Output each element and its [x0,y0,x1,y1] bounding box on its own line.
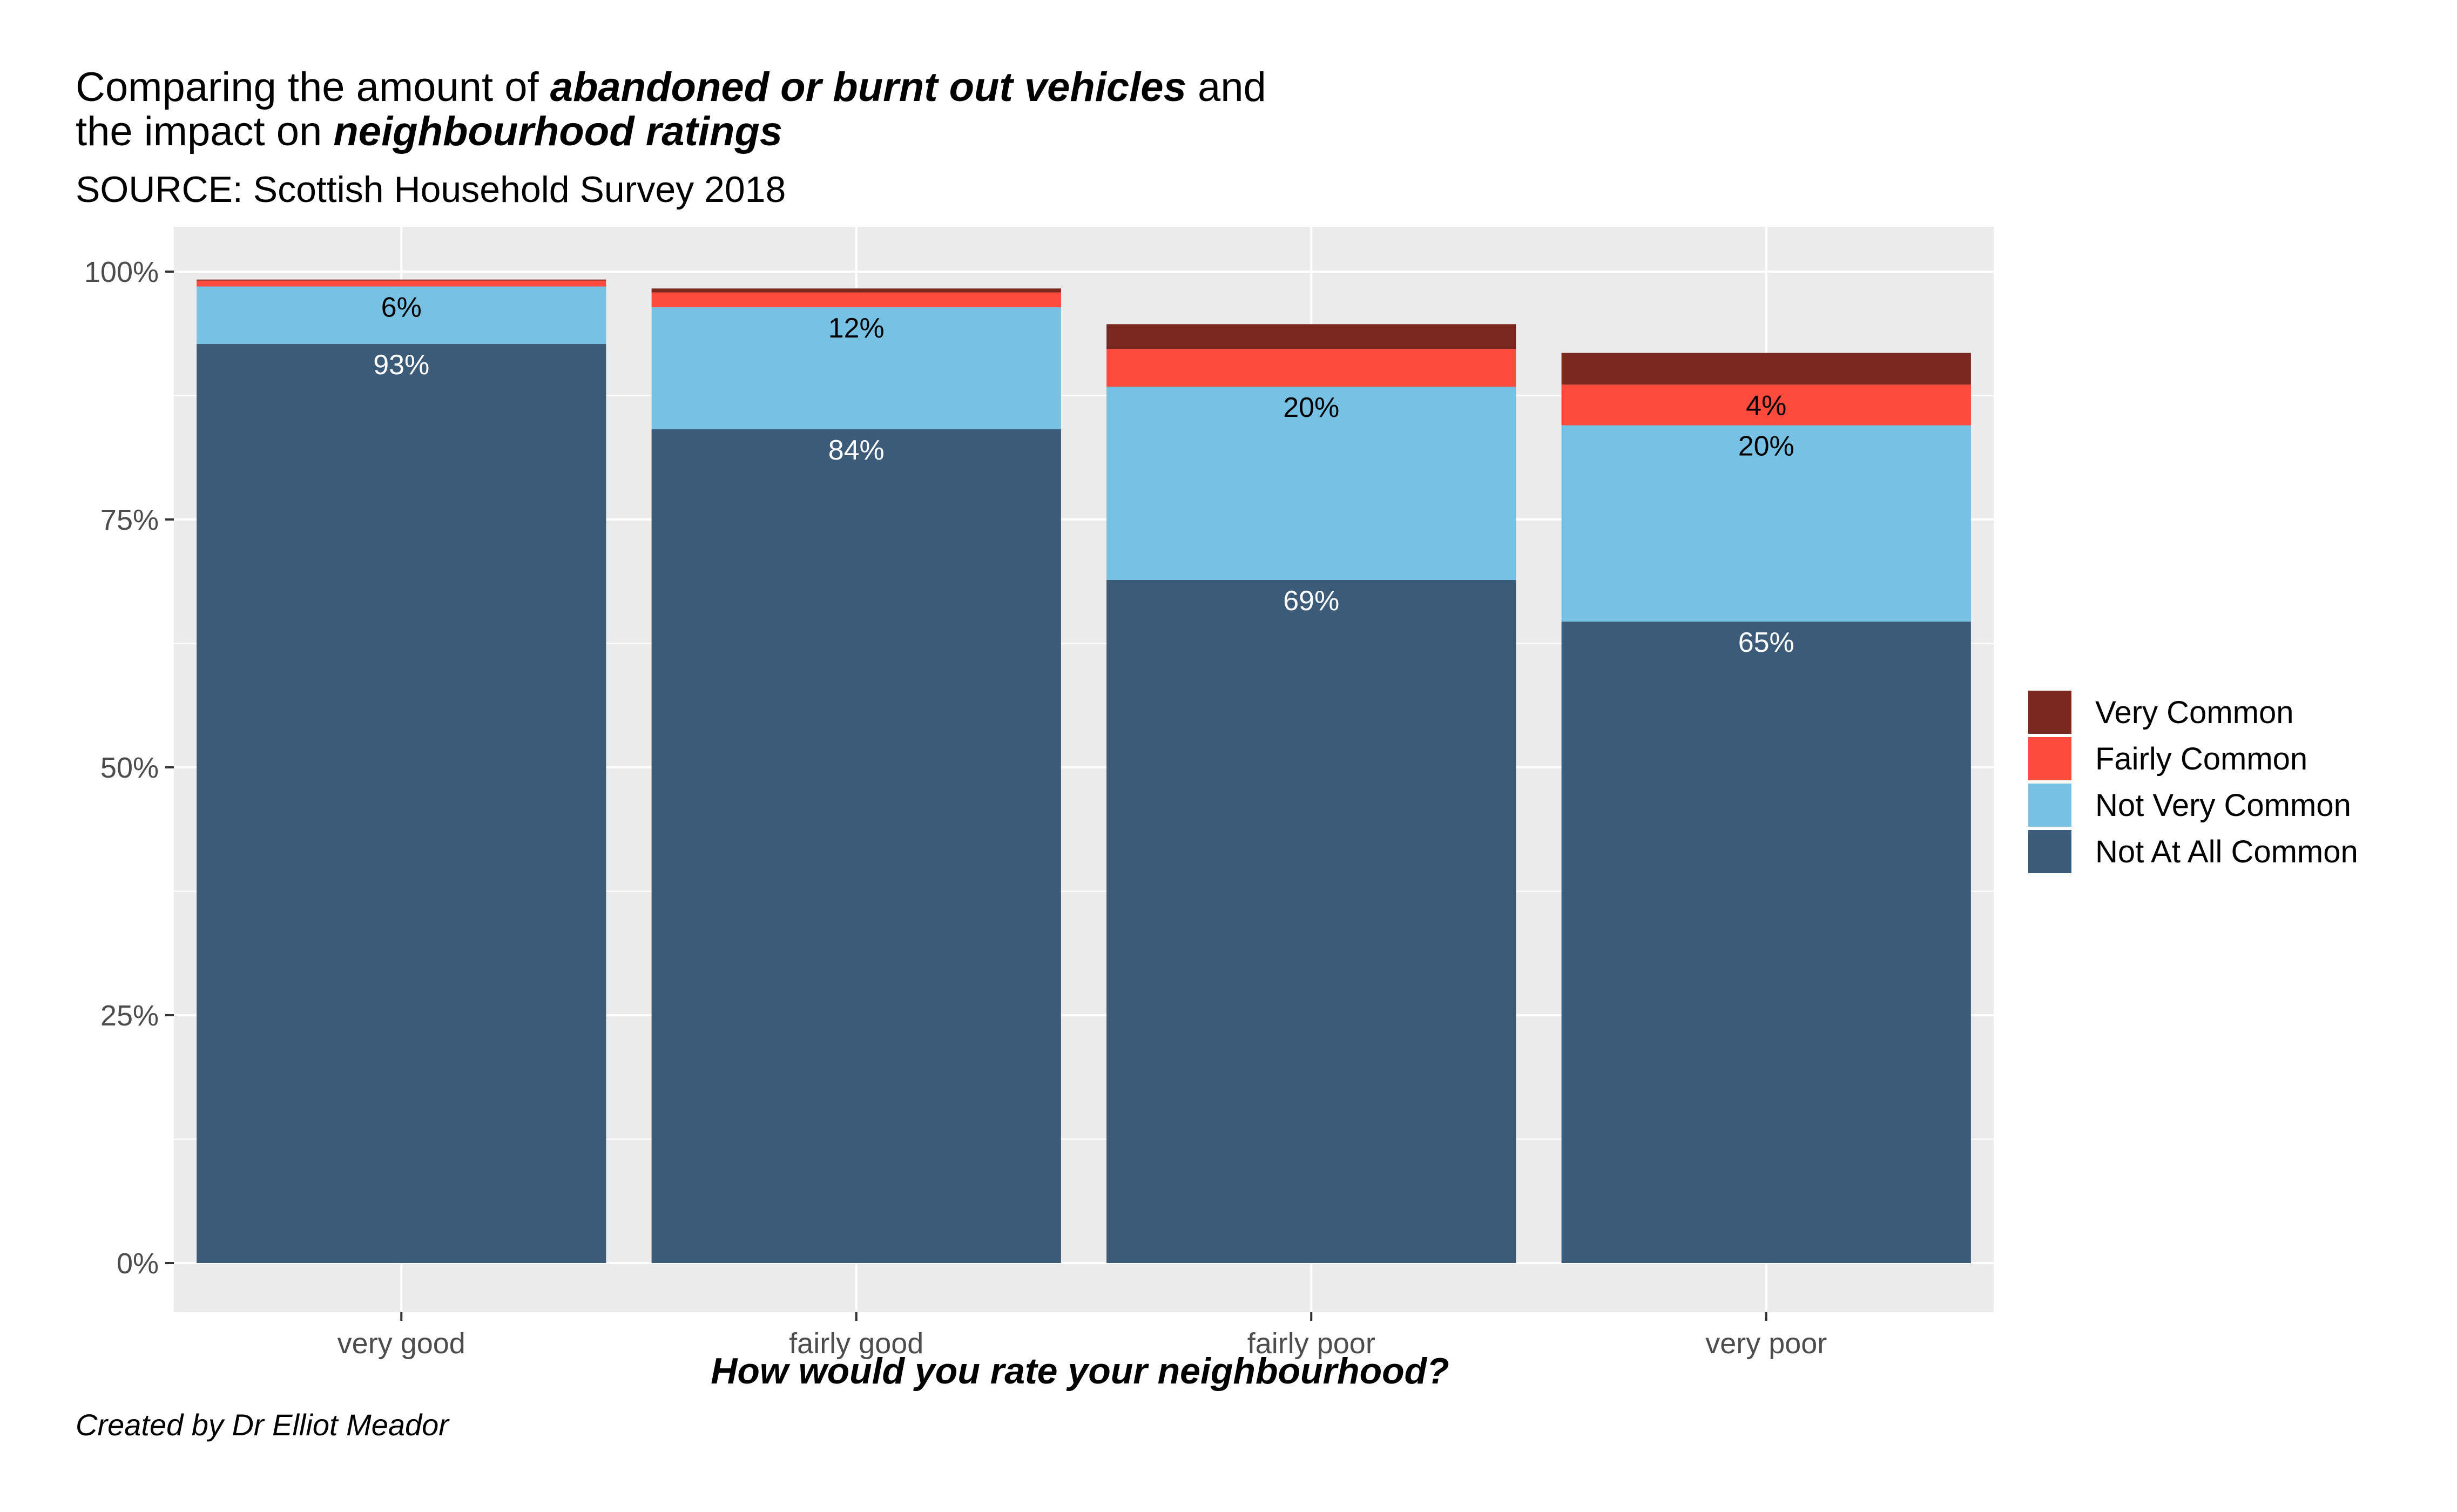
legend-item: Fairly Common [2028,735,2358,782]
x-axis-title: How would you rate your neighbourhood? [711,1351,1449,1392]
y-tick-label: 25% [100,1000,159,1032]
bar-segment [651,288,1061,293]
data-label: 69% [1283,585,1339,617]
y-tick-label: 75% [100,504,159,536]
y-tick-label: 100% [84,256,159,288]
legend-key [2028,691,2071,734]
data-label: 4% [1746,390,1786,421]
title-text-1: Comparing the amount of [76,64,550,110]
legend-label: Not At All Common [2095,834,2358,869]
title-text-2: the impact on [76,109,334,154]
legend-key [2028,784,2071,827]
data-label: 6% [381,292,422,323]
bar-segment [1561,384,1971,426]
bar-segment [651,429,1061,1263]
bar-segment [1561,353,1971,385]
caption: Created by Dr Elliot Meador [76,1408,449,1442]
legend-key [2028,830,2071,873]
data-label: 65% [1738,627,1794,658]
legend-item: Not Very Common [2028,782,2358,828]
data-label: 93% [373,349,429,381]
legend-label: Very Common [2095,694,2294,730]
chart-title-line-1: Comparing the amount of abandoned or bur… [76,64,1266,111]
bar-segment [197,280,606,287]
bar-segment [1561,425,1971,622]
x-tick-label: fairly good [789,1327,923,1360]
bar-segment [197,279,606,281]
legend-key [2028,737,2071,780]
title-emphasis-1: abandoned or burnt out vehicles [550,64,1186,110]
bar-segment [1106,386,1516,580]
bar-segment [197,344,606,1263]
data-label: 12% [828,313,885,344]
x-tick-label: very poor [1705,1327,1827,1360]
data-label: 20% [1283,392,1339,423]
bar-segment [651,292,1061,308]
chart-title-line-2: the impact on neighbourhood ratings [76,108,782,155]
title-text-1b: and [1186,64,1266,110]
legend-item: Very Common [2028,689,2358,735]
x-tick-label: very good [338,1327,465,1360]
bar-segment [1561,622,1971,1263]
x-tick-label: fairly poor [1247,1327,1375,1360]
chart-subtitle: SOURCE: Scottish Household Survey 2018 [76,169,786,210]
bar-segment [197,286,606,345]
bar-segment [1106,349,1516,387]
legend-label: Fairly Common [2095,741,2308,777]
legend-label: Not Very Common [2095,787,2351,823]
bar-segment [1106,579,1516,1263]
y-tick-label: 50% [100,752,159,784]
data-label: 84% [828,435,885,466]
data-label: 20% [1738,431,1794,462]
title-emphasis-2: neighbourhood ratings [333,109,783,154]
y-tick-label: 0% [117,1247,159,1280]
bar-segment [1106,324,1516,349]
legend: Very Common Fairly Common Not Very Common N… [2028,689,2358,875]
legend-item: Not At All Common [2028,828,2358,875]
bar-segment [651,307,1061,429]
